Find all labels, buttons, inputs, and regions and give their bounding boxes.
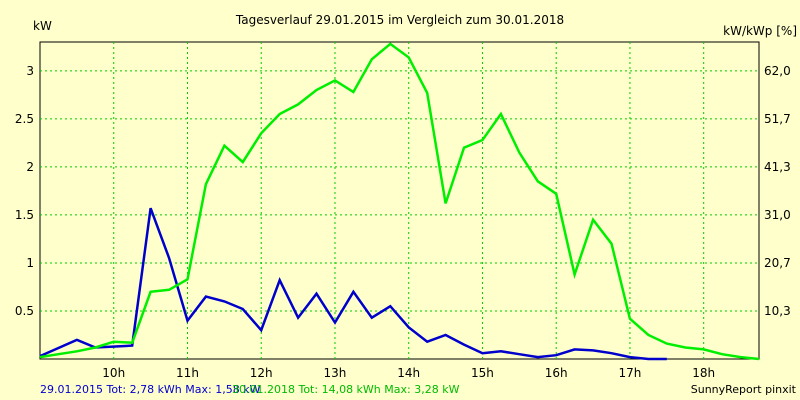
y-left-tick-label: 3 (26, 64, 34, 78)
series-line (39, 207, 667, 361)
y-left-tick-label: 0.5 (15, 304, 34, 318)
x-tick-label: 15h (471, 366, 494, 380)
x-tick-label: 12h (250, 366, 273, 380)
y-right-tick-label: 31,0 (764, 208, 791, 222)
series-group (39, 42, 760, 361)
y-axis-right-label: kW/kWp [%] (723, 24, 797, 38)
x-tick-label: 13h (324, 366, 347, 380)
x-tick-label: 18h (692, 366, 715, 380)
y-left-tick-label: 2.5 (15, 112, 34, 126)
chart-title: Tagesverlauf 29.01.2015 im Vergleich zum… (235, 13, 564, 27)
footer-series-1-summary: 29.01.2015 Tot: 2,78 kWh Max: 1,58 kW (40, 383, 261, 396)
footer-series-2-summary: 30.01.2018 Tot: 14,08 kWh Max: 3,28 kW (232, 383, 460, 396)
x-tick-label: 10h (102, 366, 125, 380)
footer-credit: SunnyReport pinxit (691, 383, 797, 396)
x-tick-label: 16h (545, 366, 568, 380)
y-right-tick-label: 62,0 (764, 64, 791, 78)
x-tick-label: 17h (619, 366, 642, 380)
series-line (39, 42, 760, 361)
x-axis-ticks: 10h 11h 12h 13h 14h 15h 16h 17h 18h (102, 366, 715, 380)
y-right-tick-label: 51,7 (764, 112, 791, 126)
x-tick-label: 14h (397, 366, 420, 380)
y-axis-left-label: kW (33, 19, 52, 33)
y-axis-left-ticks: 0.5 1 1.5 2 2.5 3 (15, 64, 34, 318)
y-right-tick-label: 10,3 (764, 304, 791, 318)
y-right-tick-label: 20,7 (764, 256, 791, 270)
y-right-tick-label: 41,3 (764, 160, 791, 174)
y-axis-right-ticks: 10,3 20,7 31,0 41,3 51,7 62,0 (764, 64, 791, 318)
y-left-tick-label: 1 (26, 256, 34, 270)
x-tick-label: 11h (176, 366, 199, 380)
y-left-tick-label: 1.5 (15, 208, 34, 222)
plot-area (39, 41, 760, 360)
y-left-tick-label: 2 (26, 160, 34, 174)
